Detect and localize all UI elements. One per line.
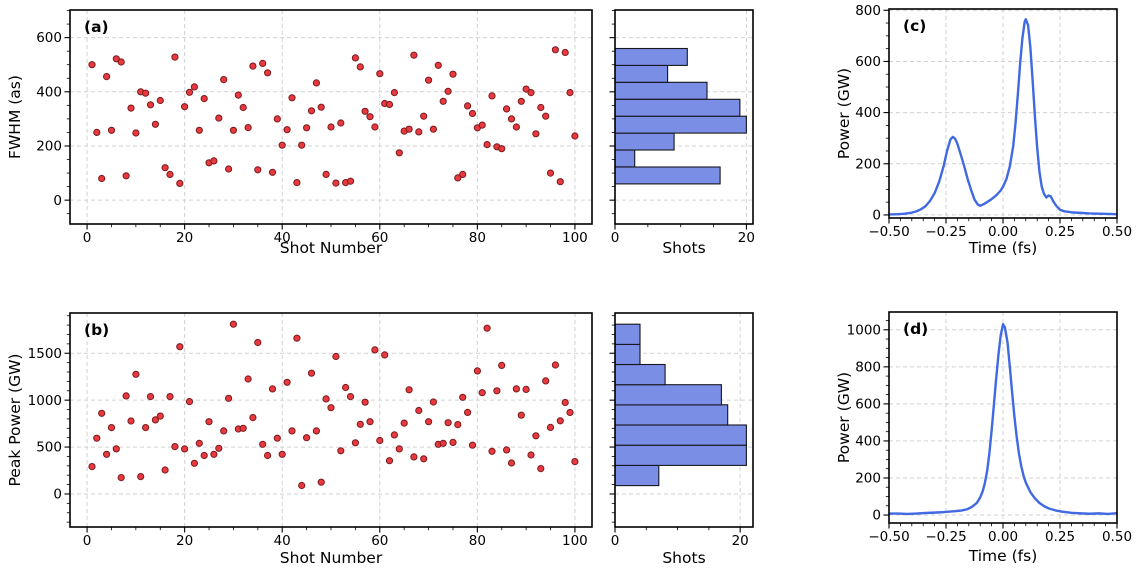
tick-labels-a: 0 20 40 60 80 100 0 200 400 600 <box>36 30 588 246</box>
svg-text:0: 0 <box>83 230 92 246</box>
hbar-series-b_hist <box>615 323 747 487</box>
svg-text:400: 400 <box>855 105 881 121</box>
tick-labels-d: −0.50 −0.25 0.00 0.25 0.50 0 200 400 600 800 1000 <box>847 322 1132 545</box>
svg-text:1000: 1000 <box>28 393 62 409</box>
gridlines-d <box>888 312 1118 523</box>
svg-text:20: 20 <box>732 533 749 549</box>
svg-text:200: 200 <box>36 139 62 155</box>
svg-text:20: 20 <box>738 230 755 246</box>
svg-text:800: 800 <box>855 359 881 375</box>
svg-text:0.25: 0.25 <box>1045 224 1075 240</box>
ticks-a_hist <box>609 10 747 230</box>
svg-text:0: 0 <box>872 208 881 224</box>
svg-text:0.50: 0.50 <box>1102 224 1132 240</box>
svg-text:−0.50: −0.50 <box>868 529 909 545</box>
panel-b_hist: 0 20 Shots <box>609 312 754 567</box>
gridlines-b <box>70 313 592 527</box>
svg-text:600: 600 <box>36 30 62 46</box>
x-axis-label-a: Shot Number <box>280 239 383 257</box>
svg-text:200: 200 <box>855 471 881 487</box>
svg-text:40: 40 <box>274 533 291 549</box>
svg-text:400: 400 <box>855 434 881 450</box>
x-axis-label-b_hist: Shots <box>662 549 705 567</box>
svg-text:100: 100 <box>562 230 588 246</box>
axes-frame-b <box>69 312 593 528</box>
svg-text:500: 500 <box>36 440 62 456</box>
svg-text:0: 0 <box>83 533 92 549</box>
svg-text:0.00: 0.00 <box>988 529 1018 545</box>
svg-text:−0.25: −0.25 <box>925 224 966 240</box>
svg-text:−0.50: −0.50 <box>868 224 909 240</box>
svg-text:400: 400 <box>36 84 62 100</box>
scatter-series-a <box>88 46 579 187</box>
panel-c: −0.50 −0.25 0.00 0.25 0.50 0 200 400 600 800 Time … <box>835 3 1132 257</box>
svg-text:100: 100 <box>562 533 588 549</box>
svg-text:0: 0 <box>53 193 62 209</box>
line-series-c <box>889 18 1117 216</box>
svg-text:200: 200 <box>855 156 881 172</box>
svg-text:60: 60 <box>371 230 388 246</box>
panel-d: −0.50 −0.25 0.00 0.25 0.50 0 200 400 600 800 1000 T… <box>835 311 1132 565</box>
svg-text:800: 800 <box>855 3 881 19</box>
y-axis-label-d: Power (GW) <box>835 372 853 463</box>
svg-text:600: 600 <box>855 54 881 70</box>
svg-text:40: 40 <box>274 230 291 246</box>
panel-letter-a: (a) <box>84 18 109 36</box>
hbar-series-a_hist <box>615 47 747 185</box>
panel-a: 0 20 40 60 80 100 0 200 400 600 Shot Number FWHM (a… <box>6 9 593 257</box>
ticks-c <box>883 9 1118 224</box>
axes-frame-a_hist <box>614 9 754 225</box>
line-series-d <box>889 323 1117 516</box>
svg-text:20: 20 <box>176 533 193 549</box>
x-axis-label-a_hist: Shots <box>662 239 705 257</box>
x-axis-label-d: Time (fs) <box>968 547 1038 565</box>
svg-text:0.50: 0.50 <box>1102 529 1132 545</box>
ticks-a <box>64 10 576 230</box>
svg-text:1000: 1000 <box>847 322 881 338</box>
svg-text:0: 0 <box>53 487 62 503</box>
gridlines-c <box>888 9 1118 218</box>
svg-text:0.25: 0.25 <box>1045 529 1075 545</box>
svg-text:60: 60 <box>371 533 388 549</box>
y-axis-label-c: Power (GW) <box>835 68 853 159</box>
axes-frame-b_hist <box>614 312 754 528</box>
x-axis-label-c: Time (fs) <box>968 239 1038 257</box>
scatter-series-b <box>88 320 579 490</box>
gridlines-a <box>70 10 592 224</box>
svg-text:0: 0 <box>611 533 620 549</box>
x-axis-label-b: Shot Number <box>280 549 383 567</box>
tick-labels-c: −0.50 −0.25 0.00 0.25 0.50 0 200 400 600 800 <box>855 3 1132 240</box>
panel-letter-d: (d) <box>903 320 928 338</box>
y-axis-label-a: FWHM (as) <box>6 75 24 159</box>
ticks-b_hist <box>609 315 741 533</box>
panel-a_hist: 0 20 Shots <box>609 9 755 257</box>
svg-text:1500: 1500 <box>28 346 62 362</box>
svg-text:0.00: 0.00 <box>988 224 1018 240</box>
svg-text:20: 20 <box>176 230 193 246</box>
tick-labels-b_hist: 0 20 <box>611 533 749 549</box>
y-axis-label-b: Peak Power (GW) <box>6 354 24 487</box>
svg-text:80: 80 <box>469 230 486 246</box>
tick-labels-a_hist: 0 20 <box>611 230 755 246</box>
svg-text:0: 0 <box>872 508 881 524</box>
panel-letter-c: (c) <box>903 17 926 35</box>
panel-letter-b: (b) <box>84 321 109 339</box>
svg-text:600: 600 <box>855 397 881 413</box>
svg-text:0: 0 <box>611 230 620 246</box>
svg-text:−0.25: −0.25 <box>925 529 966 545</box>
ticks-b <box>64 315 576 533</box>
ticks-d <box>883 320 1118 529</box>
svg-text:80: 80 <box>469 533 486 549</box>
